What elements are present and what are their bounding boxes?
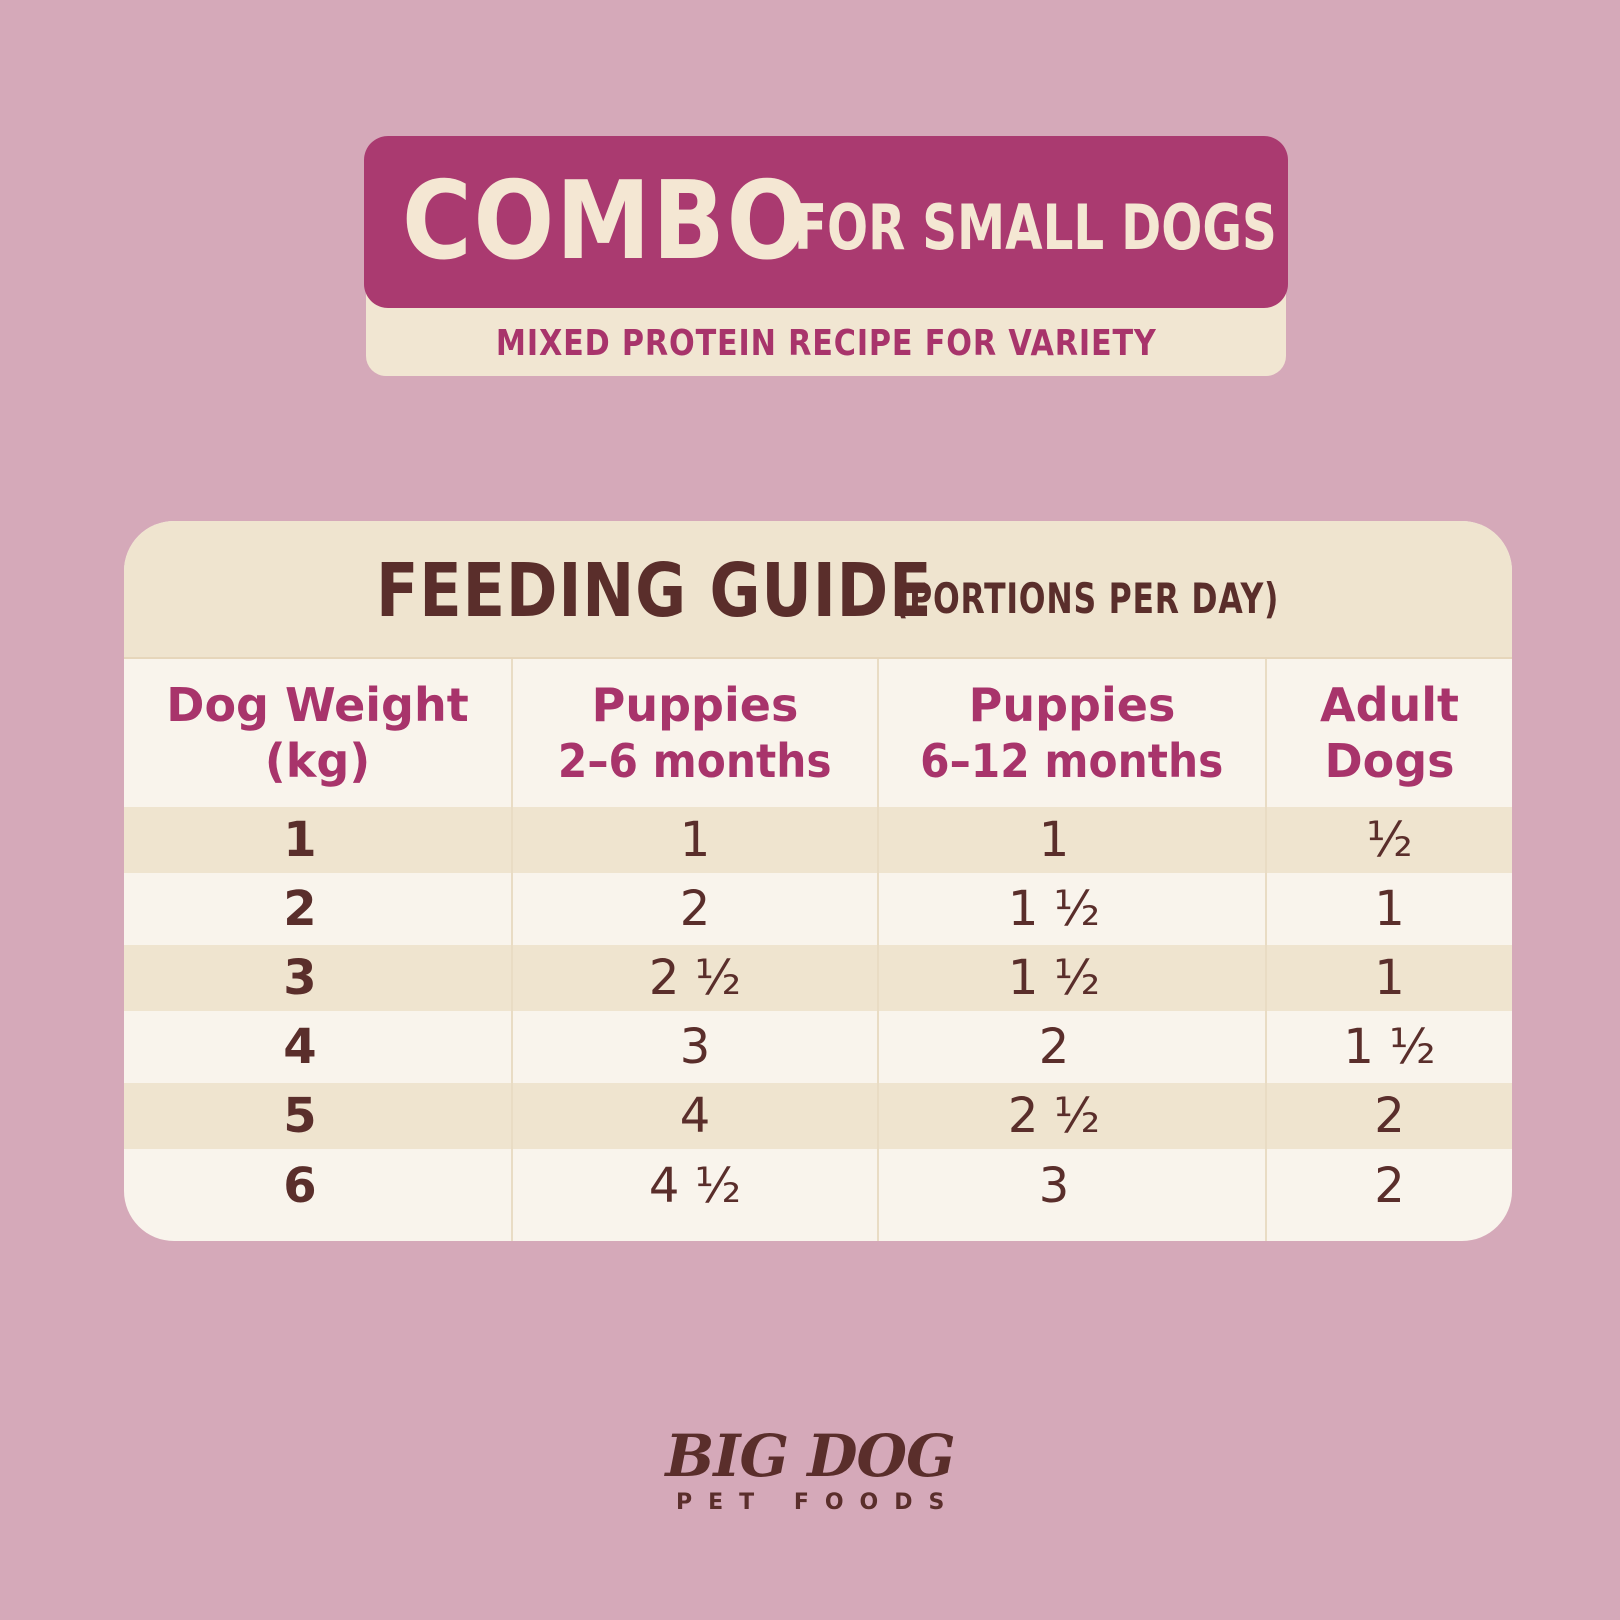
table-cell: 3 — [679, 1019, 711, 1075]
table-cell: 1 — [1374, 881, 1405, 937]
table-cell: 1 — [1038, 812, 1070, 868]
table-cell-weight: 6 — [283, 1158, 317, 1214]
column-divider — [1265, 659, 1267, 1241]
table-cell: 2 ½ — [648, 950, 742, 1006]
column-divider — [877, 659, 879, 1241]
feeding-guide-title: FEEDING GUIDE — [376, 548, 933, 634]
table-row: 2 2 1 ½ 1 — [124, 873, 1512, 945]
column-divider — [511, 659, 513, 1241]
table-cell: 3 — [1038, 1158, 1070, 1214]
table-cell: 2 ½ — [1007, 1088, 1101, 1144]
table-cell: 2 — [1374, 1088, 1405, 1144]
title-banner: COMBO FOR SMALL DOGS — [364, 136, 1288, 308]
table-cell-weight: 5 — [283, 1088, 317, 1144]
product-variant: FOR SMALL DOGS — [794, 191, 1277, 264]
table-cell: 1 ½ — [1007, 881, 1101, 937]
column-header-line: Adult — [1319, 678, 1460, 732]
table-cell: ½ — [1366, 812, 1413, 868]
table-cell: 1 — [679, 812, 711, 868]
column-header-puppies-2-6: Puppies 2–6 months — [513, 659, 877, 807]
table-cell: 1 ½ — [1343, 1019, 1436, 1075]
column-header-weight: Dog Weight (kg) — [124, 659, 511, 807]
product-title-block: MIXED PROTEIN RECIPE FOR VARIETY COMBO F… — [364, 136, 1288, 378]
table-cell: 2 — [1374, 1158, 1405, 1214]
table-row: 3 2 ½ 1 ½ 1 — [124, 945, 1512, 1011]
table-cell-weight: 3 — [283, 950, 317, 1006]
column-header-line: 6–12 months — [920, 734, 1224, 788]
table-cell-weight: 2 — [283, 881, 317, 937]
feeding-guide-header: FEEDING GUIDE (PORTIONS PER DAY) — [124, 521, 1512, 659]
feeding-guide-card: FEEDING GUIDE (PORTIONS PER DAY) Dog Wei… — [124, 521, 1512, 1241]
brand-logo: BIG DOG PET FOODS — [660, 1420, 960, 1515]
column-header-puppies-6-12: Puppies 6–12 months — [879, 659, 1265, 807]
table-cell: 1 ½ — [1007, 950, 1101, 1006]
brand-tagline: PET FOODS — [676, 1490, 961, 1515]
table-cell: 4 — [679, 1088, 711, 1144]
column-header-line: 2–6 months — [558, 734, 832, 788]
product-subtitle: MIXED PROTEIN RECIPE FOR VARIETY — [495, 323, 1157, 364]
table-row: 4 3 2 1 ½ — [124, 1011, 1512, 1083]
table-cell: 1 — [1374, 950, 1405, 1006]
table-row: 1 1 1 ½ — [124, 807, 1512, 873]
table-cell: 4 ½ — [648, 1158, 742, 1214]
table-cell: 2 — [679, 881, 711, 937]
brand-name: BIG DOG — [665, 1422, 955, 1490]
column-header-line: Dogs — [1324, 734, 1455, 788]
table-cell: 2 — [1038, 1019, 1070, 1075]
column-header-adult: Adult Dogs — [1267, 659, 1512, 807]
feeding-guide-unit: (PORTIONS PER DAY) — [894, 574, 1280, 623]
column-header-line: (kg) — [264, 734, 371, 788]
table-row: 5 4 2 ½ 2 — [124, 1083, 1512, 1149]
column-header-line: Puppies — [591, 678, 799, 732]
column-header-line: Dog Weight — [166, 678, 469, 732]
product-name: COMBO — [402, 159, 810, 284]
table-row: 6 4 ½ 3 2 — [124, 1149, 1512, 1223]
column-header-line: Puppies — [968, 678, 1176, 732]
table-cell-weight: 1 — [283, 812, 317, 868]
table-cell-weight: 4 — [283, 1019, 317, 1075]
